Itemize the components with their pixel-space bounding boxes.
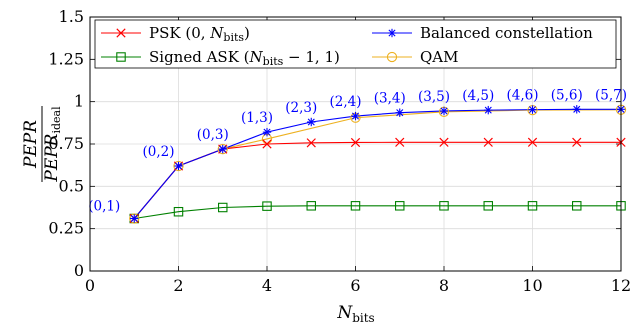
tick-labels: 0 2 4 6 8 10 12 0 0.25 0.5 0.75 1 1.25 1.5 bbox=[48, 7, 630, 295]
y-tick-label: 0 bbox=[74, 261, 84, 280]
x-tick-label: 10 bbox=[522, 276, 542, 295]
y-axis-label: PEPR PEPRideal bbox=[21, 106, 63, 183]
data-point bbox=[350, 201, 361, 211]
data-point bbox=[439, 137, 449, 147]
legend-box bbox=[94, 19, 617, 69]
y-tick-label: 0.5 bbox=[59, 176, 84, 195]
data-point bbox=[572, 105, 581, 114]
point-label: (1,3) bbox=[241, 110, 273, 126]
point-label: (3,4) bbox=[374, 91, 406, 107]
point-label: (4,6) bbox=[506, 88, 538, 104]
legend-label: Balanced constellation bbox=[420, 24, 593, 42]
legend: PSK (0, Nbits) Signed ASK (Nbits − 1, 1) B… bbox=[94, 19, 617, 69]
series-line-2 bbox=[133, 108, 621, 219]
data-point bbox=[439, 106, 449, 116]
legend-entry: Balanced constellation bbox=[372, 24, 593, 42]
data-point bbox=[395, 137, 405, 147]
point-label: (3,5) bbox=[418, 89, 450, 105]
point-labels: (0,1) (0,2) (0,3) (1,3) (2,3) (2,4) (3,4) (3,5)… bbox=[88, 87, 627, 214]
point-label: (0,1) bbox=[88, 199, 120, 215]
y-tick-label: 1.25 bbox=[48, 49, 84, 68]
data-point bbox=[571, 201, 582, 211]
data-point bbox=[306, 201, 316, 211]
data-point bbox=[217, 143, 228, 155]
data-point bbox=[527, 137, 538, 147]
data-point bbox=[262, 201, 272, 211]
x-tick-label: 8 bbox=[439, 276, 449, 295]
data-point bbox=[572, 137, 582, 147]
x-tick-label: 2 bbox=[173, 276, 183, 295]
series-line-0 bbox=[133, 141, 621, 219]
legend-label: QAM bbox=[420, 48, 459, 66]
point-label: (5,6) bbox=[551, 87, 583, 103]
data-point bbox=[129, 213, 140, 224]
x-tick-label: 12 bbox=[611, 276, 630, 295]
svg-text:Nbits: Nbits bbox=[336, 303, 374, 325]
legend-marker bbox=[386, 51, 398, 63]
data-point bbox=[173, 160, 184, 172]
series-line-1 bbox=[134, 205, 621, 220]
plot-frame bbox=[89, 16, 622, 272]
x-tick-label: 0 bbox=[85, 276, 95, 295]
data-point bbox=[218, 202, 228, 213]
point-label: (4,5) bbox=[462, 88, 494, 104]
point-label: (2,3) bbox=[285, 100, 317, 116]
data-point bbox=[394, 201, 405, 211]
point-label: (0,3) bbox=[197, 127, 229, 143]
svg-text:PEPRideal: PEPRideal bbox=[42, 106, 63, 183]
svg-text:PEPR: PEPR bbox=[21, 120, 41, 169]
legend-marker bbox=[116, 52, 126, 62]
point-label: (0,2) bbox=[142, 144, 174, 160]
data-point bbox=[130, 214, 139, 223]
data-point bbox=[218, 144, 227, 154]
legend-label: PSK (0, Nbits) bbox=[149, 24, 250, 44]
data-point bbox=[307, 117, 316, 127]
x-tick-label: 4 bbox=[262, 276, 272, 295]
legend-entry: Signed ASK (Nbits − 1, 1) bbox=[101, 48, 340, 68]
legend-entry: PSK (0, Nbits) bbox=[101, 24, 250, 44]
x-tick-label: 6 bbox=[350, 276, 360, 295]
y-tick-label: 1 bbox=[74, 92, 84, 111]
y-tick-label: 0.25 bbox=[48, 219, 84, 238]
data-point bbox=[395, 108, 404, 117]
point-label: (2,4) bbox=[329, 94, 361, 110]
data-point bbox=[173, 206, 184, 217]
data-point bbox=[483, 137, 493, 147]
data-point bbox=[528, 105, 537, 114]
data-point bbox=[306, 138, 316, 148]
data-point bbox=[262, 127, 272, 137]
data-point bbox=[484, 105, 493, 115]
x-axis-label: Nbits bbox=[336, 303, 374, 325]
legend-marker bbox=[116, 28, 126, 38]
data-point bbox=[527, 201, 538, 211]
y-tick-label: 0.75 bbox=[48, 134, 84, 153]
data-point bbox=[351, 111, 360, 121]
series-lines bbox=[133, 108, 622, 220]
legend-entry: QAM bbox=[372, 48, 459, 66]
data-point bbox=[350, 137, 361, 148]
data-point bbox=[483, 201, 493, 211]
data-point bbox=[262, 139, 272, 149]
data-point bbox=[439, 201, 449, 211]
legend-marker bbox=[387, 28, 397, 38]
point-label: (5,7) bbox=[595, 87, 627, 103]
y-tick-label: 1.5 bbox=[59, 7, 84, 26]
legend-label: Signed ASK (Nbits − 1, 1) bbox=[149, 48, 340, 68]
data-point bbox=[174, 161, 183, 171]
